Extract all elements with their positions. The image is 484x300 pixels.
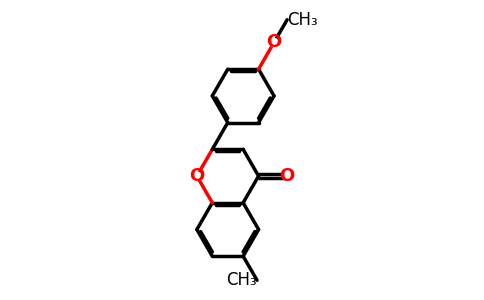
Text: CH₃: CH₃ xyxy=(287,11,318,29)
Circle shape xyxy=(270,38,278,46)
Circle shape xyxy=(193,172,201,180)
Text: O: O xyxy=(279,167,294,185)
Text: CH₃: CH₃ xyxy=(227,271,257,289)
Circle shape xyxy=(282,172,290,180)
Text: O: O xyxy=(189,167,205,185)
Text: O: O xyxy=(266,34,282,52)
